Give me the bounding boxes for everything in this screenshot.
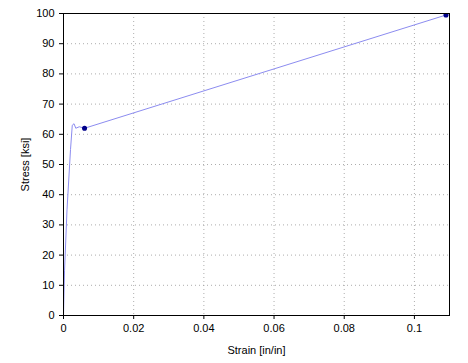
svg-text:60: 60	[42, 128, 54, 140]
svg-text:70: 70	[42, 98, 54, 110]
svg-text:0.04: 0.04	[193, 322, 214, 334]
svg-text:0.08: 0.08	[334, 322, 355, 334]
svg-text:Strain [in/in]: Strain [in/in]	[227, 344, 285, 356]
svg-text:0: 0	[60, 322, 66, 334]
svg-text:0.1: 0.1	[407, 322, 422, 334]
svg-text:50: 50	[42, 158, 54, 170]
svg-text:100: 100	[36, 7, 54, 19]
svg-text:80: 80	[42, 67, 54, 79]
svg-text:10: 10	[42, 279, 54, 291]
svg-text:Stress [ksi]: Stress [ksi]	[19, 138, 31, 192]
svg-text:0.02: 0.02	[123, 322, 144, 334]
svg-text:0: 0	[48, 309, 54, 321]
svg-text:90: 90	[42, 37, 54, 49]
svg-text:30: 30	[42, 218, 54, 230]
svg-text:0.06: 0.06	[263, 322, 284, 334]
svg-text:40: 40	[42, 188, 54, 200]
svg-text:20: 20	[42, 249, 54, 261]
